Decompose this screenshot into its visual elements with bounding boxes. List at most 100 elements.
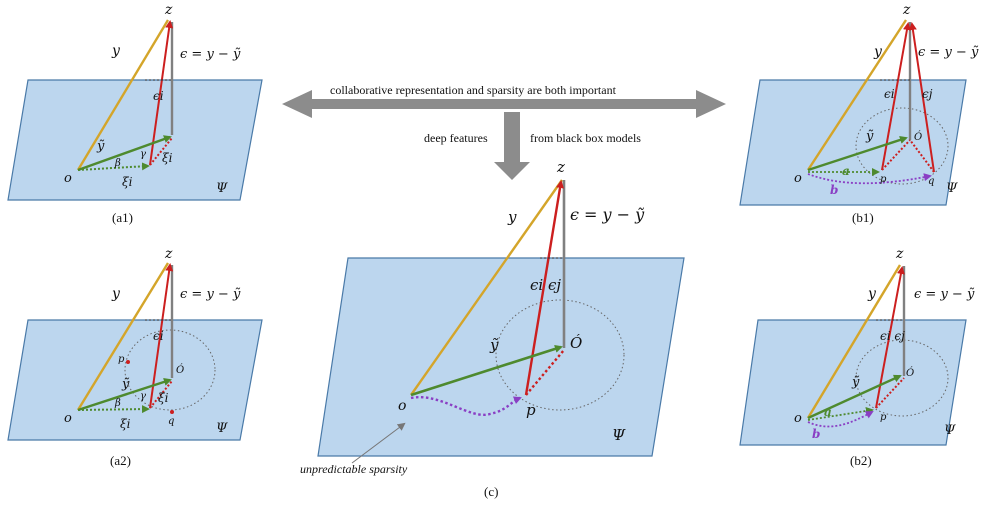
psi-a2: Ψ xyxy=(216,421,228,436)
origin-b1: o xyxy=(794,171,802,186)
z-label-c: z xyxy=(556,158,565,176)
ohat-label-b2: Ó xyxy=(906,367,914,379)
b-label-b1: b xyxy=(830,183,838,197)
arrow-vertical xyxy=(494,112,530,180)
error-a2 xyxy=(149,263,174,409)
y-label-c: y xyxy=(507,208,517,226)
ytilde-vector-c xyxy=(410,345,563,397)
psi-b1: Ψ xyxy=(946,181,958,196)
eps-eq-a1: ϵ = y − ỹ xyxy=(180,47,241,62)
error-a1 xyxy=(149,20,174,166)
point-p-a2 xyxy=(126,360,130,364)
horizontal-arrow-text: collaborative representation and sparsit… xyxy=(330,83,617,97)
residual-p-b1 xyxy=(881,139,911,171)
residual-b2 xyxy=(875,377,905,409)
beta-a2: β xyxy=(114,398,121,409)
caption-a1: (a1) xyxy=(112,210,133,225)
beta-a1: β xyxy=(114,158,121,169)
neighbourhood-circle-c xyxy=(495,299,625,411)
ohat-label-c: Ó xyxy=(570,334,582,352)
point-q-a2 xyxy=(170,410,174,414)
ytilde-vector-b2 xyxy=(807,374,902,420)
ytilde-label-c: ỹ xyxy=(489,336,499,354)
xi-top-a1: ξi xyxy=(162,151,173,165)
origin-c: o xyxy=(398,398,406,414)
y-vector-b1 xyxy=(806,19,908,171)
xi-bottom-a1: ξi xyxy=(122,175,133,189)
z-label-b2: z xyxy=(895,246,904,262)
q-label-b1: q xyxy=(928,176,934,187)
plane-a1 xyxy=(7,79,263,201)
eps-eq-b2: ϵ = y − ỹ xyxy=(914,287,975,302)
panel-a2: z y ϵ = y − ỹ ϵi p Ó ỹ β γ ξi ξi q o Ψ (… xyxy=(7,246,263,468)
a-label-b2: a xyxy=(824,405,832,419)
ytilde-vector-a1 xyxy=(77,135,172,172)
neighbourhood-circle-a2 xyxy=(124,329,216,411)
origin-a2: o xyxy=(64,411,72,426)
vertical-arrow-text-right: from black box models xyxy=(530,131,641,145)
p-label-b2: p xyxy=(880,412,887,423)
a-label-b1: a xyxy=(842,164,850,178)
p-label-c: p xyxy=(526,401,536,419)
plane-c xyxy=(317,257,685,457)
a-vector-b2 xyxy=(807,406,874,421)
sparsity-path-c xyxy=(410,395,522,417)
caption-c: (c) xyxy=(484,484,498,499)
ytilde-label-a2: ỹ xyxy=(121,377,130,392)
error-j-b1 xyxy=(908,22,935,173)
gamma-a1: γ xyxy=(140,149,146,160)
vertical-arrow-text-left: deep features xyxy=(424,131,488,145)
ytilde-vector-a2 xyxy=(77,378,172,412)
y-vector-a2 xyxy=(76,262,170,411)
ytilde-label-a1: ỹ xyxy=(96,139,105,154)
panel-b2: z y ϵ = y − ỹ ϵi ϵj ỹ Ó a b p o Ψ (b2) xyxy=(739,246,975,468)
ytilde-vector-b1 xyxy=(807,136,908,172)
xi-top-a2: ξi xyxy=(158,391,169,405)
panel-a1: z y ϵ = y − ỹ ϵi ỹ β γ ξi ξi o Ψ (a1) xyxy=(7,2,263,225)
y-vector-a1 xyxy=(76,19,170,171)
p-label-b1: p xyxy=(880,174,887,185)
plane-a2 xyxy=(7,319,263,441)
eps-ij-b2: ϵi ϵj xyxy=(880,329,905,343)
panel-c: z y ϵ = y − ỹ ϵi ϵj Ó ỹ p o Ψ unpredicta… xyxy=(300,158,685,499)
caption-b1: (b1) xyxy=(852,210,874,225)
y-label-a1: y xyxy=(111,43,121,59)
z-label-b1: z xyxy=(902,2,911,18)
caption-a2: (a2) xyxy=(110,453,131,468)
neighbourhood-circle-b1 xyxy=(855,107,949,185)
xi-bottom-a2: ξi xyxy=(120,417,131,431)
b-label-b2: b xyxy=(812,427,820,441)
psi-a1: Ψ xyxy=(216,181,228,196)
caption-b2: (b2) xyxy=(850,453,872,468)
b-vector-b2 xyxy=(807,411,874,428)
eps-j-b1: ϵj xyxy=(922,87,933,101)
residual-a1 xyxy=(149,137,173,166)
neighbourhood-circle-b2 xyxy=(855,339,949,417)
connector-arrows: collaborative representation and sparsit… xyxy=(282,83,726,180)
error-c xyxy=(524,180,564,396)
eps-i-a2: ϵi xyxy=(153,329,164,343)
psi-c: Ψ xyxy=(612,426,626,444)
y-label-a2: y xyxy=(111,286,121,302)
origin-b2: o xyxy=(794,411,802,426)
eps-eq-b1: ϵ = y − ỹ xyxy=(918,45,979,60)
ytilde-label-b2: ỹ xyxy=(851,375,860,390)
p-label-a2: p xyxy=(118,354,125,365)
residual-a2 xyxy=(149,380,173,409)
eps-ij-c: ϵi ϵj xyxy=(530,276,561,294)
eps-i-b1: ϵi xyxy=(884,87,895,101)
ytilde-label-b1: ỹ xyxy=(865,129,874,144)
eps-i-a1: ϵi xyxy=(153,89,164,103)
ohat-label-b1: Ó xyxy=(914,131,922,143)
y-vector-b2 xyxy=(806,264,902,419)
y-vector-c xyxy=(410,179,563,396)
panel-b1: z y ϵ = y − ỹ ϵi ϵj ỹ Ó a b p q o Ψ (b1) xyxy=(739,2,979,225)
gamma-a2: γ xyxy=(140,391,146,402)
residual-q-b1 xyxy=(909,139,935,173)
eps-eq-a2: ϵ = y − ỹ xyxy=(180,287,241,302)
double-arrow-horizontal xyxy=(282,90,726,118)
annotation-arrow xyxy=(351,422,406,464)
q-label-a2: q xyxy=(168,416,174,427)
y-label-b2: y xyxy=(867,286,877,302)
